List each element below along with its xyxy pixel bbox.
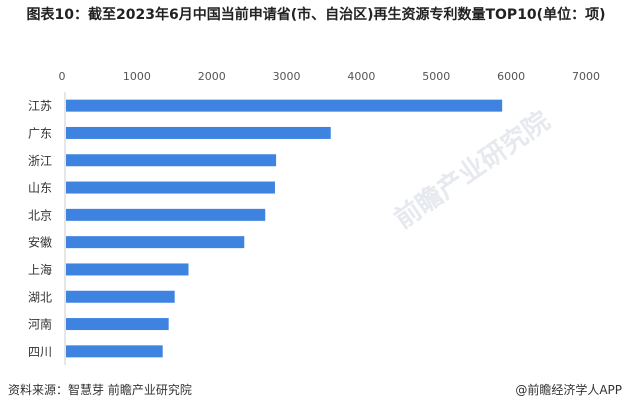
category-label: 河南 [28, 317, 52, 332]
x-tick-label: 2000 [198, 70, 226, 83]
bar-上海 [66, 263, 189, 276]
bar-浙江 [66, 154, 277, 167]
x-tick-label: 3000 [273, 70, 301, 83]
x-tick-label: 5000 [422, 70, 450, 83]
bar-安徽 [66, 236, 245, 249]
category-label: 江苏 [28, 99, 52, 113]
category-label: 安徽 [28, 235, 52, 250]
x-tick-label: 1000 [123, 70, 151, 83]
bar-山东 [66, 181, 275, 194]
bar-江苏 [66, 99, 503, 112]
category-label: 浙江 [28, 154, 52, 168]
bar-chart: 0 1000 2000 3000 4000 5000 6000 7000 江苏广东浙江山东北京安… [28, 70, 600, 365]
x-tick-label: 0 [59, 70, 66, 83]
category-label: 湖北 [28, 289, 52, 304]
bar-广东 [66, 126, 331, 139]
x-tick-label: 4000 [347, 70, 375, 83]
x-tick-label: 6000 [497, 70, 525, 83]
source-note: 资料来源：智慧芽 前瞻产业研究院 [8, 383, 192, 397]
x-tick-label: 7000 [572, 70, 600, 83]
category-label: 四川 [28, 345, 52, 359]
category-label: 上海 [28, 262, 52, 277]
bar-湖北 [66, 290, 175, 303]
category-label: 山东 [28, 181, 52, 195]
bar-北京 [66, 208, 266, 221]
category-label: 广东 [28, 126, 52, 140]
category-label: 北京 [28, 208, 52, 222]
chart-title: 图表10：截至2023年6月中国当前申请省(市、自治区)再生资源专利数量TOP1… [26, 7, 606, 23]
brand-label: @前瞻经济学人APP [515, 383, 622, 397]
bar-四川 [66, 345, 163, 358]
bar-河南 [66, 318, 169, 331]
